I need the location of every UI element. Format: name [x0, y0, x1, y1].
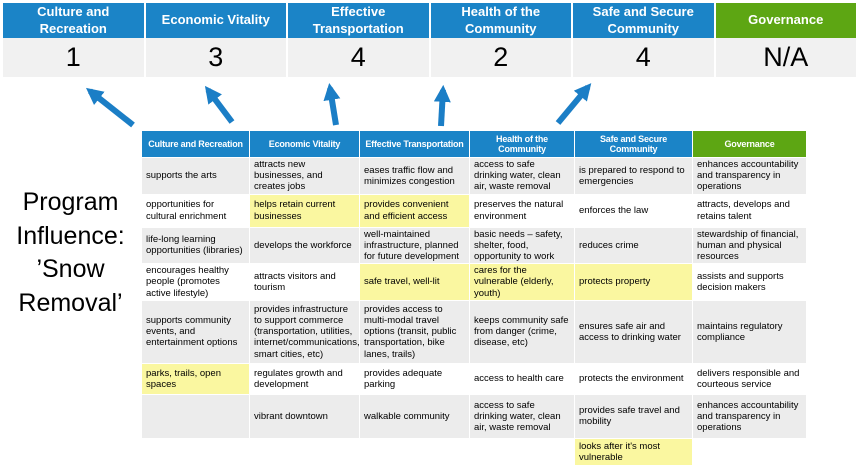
- matrix-cell-r8c5: looks after it's most vulnerable: [574, 437, 693, 465]
- matrix-cell-r6c4: access to health care: [469, 362, 575, 395]
- matrix-cell-r6c3: provides adequate parking: [359, 362, 470, 395]
- matrix-cell-r4c6: assists and supports decision makers: [692, 263, 807, 301]
- program-influence-title: Program Influence: ’Snow Removal’: [16, 188, 125, 317]
- scoreboard-category-label: Economic Vitality: [145, 3, 286, 38]
- matrix-cell-r5c5: ensures safe air and access to drinking …: [574, 299, 693, 364]
- scoreboard-column-culture-and-recreation: Culture and Recreation 1: [3, 3, 144, 77]
- matrix-cell-r1c2: attracts new businesses, and creates job…: [249, 157, 360, 195]
- matrix-cell-r3c1: life-long learning opportunities (librar…: [141, 226, 250, 265]
- matrix-cell-r1c4: access to safe drinking water, clean air…: [469, 157, 575, 195]
- scoreboard-column-governance: Governance N/A: [715, 3, 856, 77]
- matrix-row-4: encourages healthy people (promotes acti…: [141, 263, 807, 301]
- matrix-column-header-culture-and-recreation: Culture and Recreation: [141, 130, 250, 158]
- matrix-column-header-health-of-the-community: Health of the Community: [469, 130, 575, 158]
- matrix-cell-r3c5: reduces crime: [574, 226, 693, 265]
- scoreboard-category-label: Effective Transportation: [288, 3, 429, 38]
- matrix-row-5: supports community events, and entertain…: [141, 299, 807, 364]
- scoreboard: Culture and Recreation 1 Economic Vitality…: [3, 3, 856, 77]
- matrix-cell-r4c5: protects property: [574, 263, 693, 301]
- scoreboard-score-value: 4: [288, 38, 429, 77]
- up-arrow-icon: [433, 84, 451, 127]
- scoreboard-category-label: Health of the Community: [430, 3, 571, 38]
- matrix-column-header-effective-transportation: Effective Transportation: [359, 130, 470, 158]
- matrix-cell-r8c3: [359, 437, 470, 465]
- scoreboard-column-effective-transportation: Effective Transportation 4: [288, 3, 429, 77]
- matrix-column-header-safe-and-secure-community: Safe and Secure Community: [574, 130, 693, 158]
- scoreboard-score-value: 1: [3, 38, 144, 77]
- matrix-cell-r4c2: attracts visitors and tourism: [249, 263, 360, 301]
- matrix-cell-r1c5: is prepared to respond to emergencies: [574, 157, 693, 195]
- up-arrow-icon: [323, 82, 341, 126]
- arrows: [85, 82, 592, 128]
- matrix-row-6: parks, trails, open spaces regulates grow…: [141, 362, 807, 395]
- matrix-row-3: life-long learning opportunities (librar…: [141, 226, 807, 265]
- matrix-row-8: looks after it's most vulnerable: [141, 437, 807, 465]
- scoreboard-category-label: Culture and Recreation: [3, 3, 144, 38]
- matrix-cell-r2c4: preserves the natural environment: [469, 193, 575, 228]
- matrix-cell-r7c4: access to safe drinking water, clean air…: [469, 393, 575, 439]
- matrix-cell-r6c5: protects the environment: [574, 362, 693, 395]
- matrix-cell-r2c1: opportunities for cultural enrichment: [141, 193, 250, 228]
- matrix-cell-r3c4: basic needs – safety, shelter, food, opp…: [469, 226, 575, 265]
- matrix-cell-r5c3: provides access to multi-modal travel op…: [359, 299, 470, 364]
- matrix-cell-r7c6: enhances accountability and transparency…: [692, 393, 807, 439]
- matrix-cell-r3c6: stewardship of financial, human and phys…: [692, 226, 807, 265]
- matrix-column-header-governance: Governance: [692, 130, 807, 158]
- matrix-cell-r3c2: develops the workforce: [249, 226, 360, 265]
- matrix-cell-r2c5: enforces the law: [574, 193, 693, 228]
- matrix-cell-r7c2: vibrant downtown: [249, 393, 360, 439]
- up-arrow-icon: [555, 83, 592, 125]
- scoreboard-score-value: 4: [573, 38, 714, 77]
- scoreboard-column-health-of-the-community: Health of the Community 2: [430, 3, 571, 77]
- matrix-cell-r4c4: cares for the vulnerable (elderly, youth…: [469, 263, 575, 301]
- matrix-cell-r6c2: regulates growth and development: [249, 362, 360, 395]
- scoreboard-category-label: Safe and Secure Community: [573, 3, 714, 38]
- scoreboard-column-safe-and-secure-community: Safe and Secure Community 4: [573, 3, 714, 77]
- scoreboard-score-value: 3: [145, 38, 286, 77]
- matrix-cell-r7c1: [141, 393, 250, 439]
- matrix-row-7: vibrant downtown walkable community access…: [141, 393, 807, 439]
- matrix-cell-r3c3: well-maintained infrastructure, planned …: [359, 226, 470, 265]
- matrix-row-2: opportunities for cultural enrichment hel…: [141, 193, 807, 228]
- matrix-cell-r6c6: delivers responsible and courteous servi…: [692, 362, 807, 395]
- matrix-column-header-economic-vitality: Economic Vitality: [249, 130, 360, 158]
- matrix-cell-r7c5: provides safe travel and mobility: [574, 393, 693, 439]
- matrix-cell-r1c3: eases traffic flow and minimizes congest…: [359, 157, 470, 195]
- up-arrow-icon: [85, 87, 135, 128]
- scoreboard-score-value: N/A: [715, 38, 856, 77]
- matrix-cell-r5c1: supports community events, and entertain…: [141, 299, 250, 364]
- matrix-cell-r8c4: [469, 437, 575, 465]
- matrix-cell-r4c3: safe travel, well-lit: [359, 263, 470, 301]
- matrix-cell-r6c1: parks, trails, open spaces: [141, 362, 250, 395]
- matrix-cell-r1c1: supports the arts: [141, 157, 250, 195]
- matrix-cell-r2c6: attracts, develops and retains talent: [692, 193, 807, 228]
- matrix-cell-r4c1: encourages healthy people (promotes acti…: [141, 263, 250, 301]
- matrix-cell-r5c2: provides infrastructure to support comme…: [249, 299, 360, 364]
- scoreboard-column-economic-vitality: Economic Vitality 3: [145, 3, 286, 77]
- matrix-cell-r8c6: [692, 437, 807, 465]
- up-arrow-icon: [204, 85, 235, 124]
- scoreboard-category-label: Governance: [715, 3, 856, 38]
- matrix-header-row: Culture and Recreation Economic Vitality E…: [141, 130, 807, 158]
- matrix-cell-r5c4: keeps community safe from danger (crime,…: [469, 299, 575, 364]
- matrix-cell-r8c1: [141, 437, 250, 465]
- matrix-cell-r5c6: maintains regulatory compliance: [692, 299, 807, 364]
- influence-matrix: Culture and Recreation Economic Vitality E…: [141, 130, 807, 465]
- matrix-cell-r1c6: enhances accountability and transparency…: [692, 157, 807, 195]
- scoreboard-score-value: 2: [430, 38, 571, 77]
- matrix-cell-r7c3: walkable community: [359, 393, 470, 439]
- matrix-cell-r2c3: provides convenient and efficient access: [359, 193, 470, 228]
- matrix-cell-r8c2: [249, 437, 360, 465]
- matrix-cell-r2c2: helps retain current businesses: [249, 193, 360, 228]
- matrix-row-1: supports the arts attracts new businesses…: [141, 157, 807, 195]
